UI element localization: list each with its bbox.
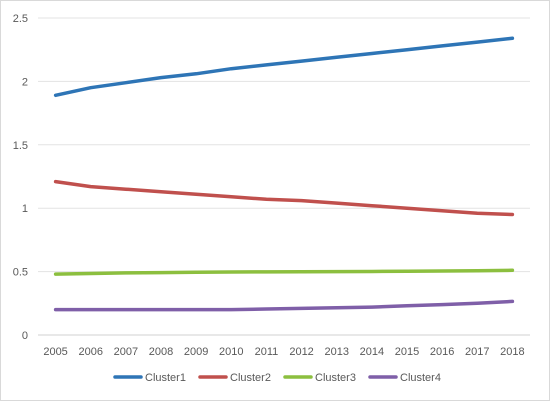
x-tick-label: 2016 [430,346,454,358]
y-tick-label: 1.5 [13,140,28,152]
x-tick-label: 2009 [184,346,208,358]
y-tick-label: 0 [22,330,28,342]
x-tick-label: 2018 [500,346,524,358]
legend-label-cluster4: Cluster4 [400,372,441,384]
y-tick-label: 0.5 [13,267,28,279]
legend-label-cluster2: Cluster2 [230,372,271,384]
x-tick-label: 2013 [324,346,348,358]
x-tick-label: 2011 [255,346,279,358]
x-tick-label: 2017 [465,346,489,358]
y-tick-label: 2 [22,76,28,88]
legend-label-cluster3: Cluster3 [315,372,356,384]
y-tick-label: 2.5 [13,13,28,25]
x-tick-label: 2014 [360,346,384,358]
series-line-cluster4 [53,299,515,312]
x-tick-label: 2005 [43,346,67,358]
x-tick-label: 2008 [149,346,173,358]
series-line-cluster1 [53,36,515,98]
series-line-cluster3 [53,268,515,276]
x-tick-label: 2007 [114,346,138,358]
x-tick-label: 2012 [289,346,313,358]
series-line-cluster2 [53,179,515,217]
legend-label-cluster1: Cluster1 [145,372,186,384]
x-tick-label: 2006 [78,346,102,358]
y-tick-label: 1 [22,203,28,215]
x-tick-label: 2015 [395,346,419,358]
x-tick-label: 2010 [219,346,243,358]
